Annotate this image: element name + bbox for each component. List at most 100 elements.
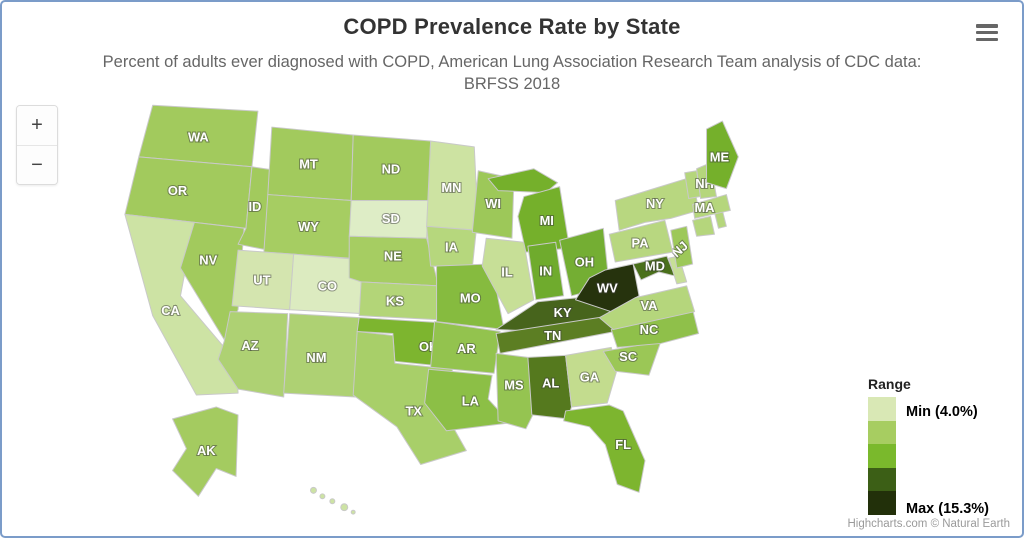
state-ND[interactable]: ND <box>350 134 432 202</box>
state-label-KS: KS <box>386 293 404 308</box>
state-shape-HI[interactable] <box>340 503 349 512</box>
state-label-SC: SC <box>619 349 637 364</box>
state-VA[interactable]: VA <box>598 285 696 331</box>
state-shape-GA[interactable] <box>565 346 618 408</box>
state-KS[interactable]: KS <box>358 281 440 321</box>
state-shape-HI[interactable] <box>310 486 317 494</box>
state-label-MD: MD <box>645 259 665 274</box>
state-IA[interactable]: IA <box>426 225 477 269</box>
state-MS[interactable]: MS <box>495 352 535 430</box>
legend-max-label: Max (15.3%) <box>906 501 990 517</box>
state-shape-AR[interactable] <box>430 321 501 374</box>
map-legend: Range Min (4.0%) Max (15.3%) <box>868 376 1020 517</box>
state-CO[interactable]: CO <box>289 253 366 315</box>
state-shape-AK[interactable] <box>172 406 239 497</box>
state-FL[interactable]: FL <box>563 404 646 493</box>
state-label-WA: WA <box>188 129 209 144</box>
state-label-AR: AR <box>457 341 476 356</box>
state-shape-ME[interactable] <box>706 120 739 190</box>
state-WA[interactable]: WA <box>138 104 259 168</box>
state-CT[interactable] <box>692 215 715 237</box>
state-shape-PA[interactable] <box>608 219 674 263</box>
state-TX[interactable]: TX <box>352 331 467 466</box>
state-AR[interactable]: AR <box>430 321 501 374</box>
legend-color-bar <box>868 397 896 515</box>
state-label-MT: MT <box>299 156 318 171</box>
state-ID[interactable]: ID <box>237 166 273 251</box>
state-MT[interactable]: MT <box>267 126 354 202</box>
state-UT[interactable]: UT <box>231 249 295 311</box>
state-label-NV: NV <box>199 253 217 268</box>
state-IN[interactable]: IN <box>527 241 565 301</box>
state-MA[interactable]: MA <box>692 194 731 219</box>
state-label-OR: OR <box>168 183 188 198</box>
state-label-WI: WI <box>485 196 501 211</box>
state-label-TN: TN <box>544 328 561 343</box>
state-label-WY: WY <box>298 219 319 234</box>
state-shape-HI[interactable] <box>329 498 336 505</box>
state-ME[interactable]: ME <box>706 120 739 190</box>
state-label-SD: SD <box>382 211 400 226</box>
state-shape-VA[interactable] <box>598 285 696 331</box>
state-shape-MA[interactable] <box>692 194 731 219</box>
state-GA[interactable]: GA <box>565 346 618 408</box>
hamburger-menu-icon[interactable] <box>976 24 998 41</box>
legend-swatch-0 <box>868 397 896 421</box>
state-MD[interactable]: MD <box>632 255 676 281</box>
state-label-NY: NY <box>646 196 664 211</box>
state-label-ID: ID <box>248 199 261 214</box>
state-AZ[interactable]: AZ <box>217 311 289 398</box>
state-WY[interactable]: WY <box>263 194 352 259</box>
state-shape-HI[interactable] <box>350 509 356 515</box>
state-shape-IN[interactable] <box>527 241 565 301</box>
state-label-IL: IL <box>501 264 513 279</box>
state-shape-HI[interactable] <box>319 493 326 500</box>
state-shape-NJ[interactable] <box>670 225 694 269</box>
legend-body: Min (4.0%) Max (15.3%) <box>868 397 1020 517</box>
state-IL[interactable]: IL <box>481 237 535 315</box>
state-label-NE: NE <box>384 249 402 264</box>
state-MN[interactable]: MN <box>426 140 479 231</box>
state-shape-CT[interactable] <box>692 215 715 237</box>
state-NC[interactable]: NC <box>610 309 700 348</box>
legend-swatch-1 <box>868 420 896 445</box>
state-label-LA: LA <box>462 394 479 409</box>
state-label-AL: AL <box>542 376 559 391</box>
state-AK[interactable]: AK <box>172 406 239 497</box>
state-MO[interactable]: MO <box>436 263 505 331</box>
state-shape-ID[interactable] <box>237 166 273 251</box>
state-shape-FL[interactable] <box>563 404 646 493</box>
state-NE[interactable]: NE <box>348 235 440 287</box>
chart-subtitle-line2: BRFSS 2018 <box>463 74 561 93</box>
state-HI[interactable] <box>310 486 356 515</box>
state-OR[interactable]: OR <box>124 156 253 229</box>
zoom-out-button[interactable]: − <box>17 145 57 184</box>
state-label-MI: MI <box>540 213 554 228</box>
state-shape-IL[interactable] <box>481 237 535 315</box>
state-shape-TX[interactable] <box>352 331 467 466</box>
state-label-CO: CO <box>318 278 337 293</box>
zoom-in-button[interactable]: + <box>17 106 57 145</box>
legend-swatch-4 <box>868 491 896 515</box>
state-label-MS: MS <box>504 378 524 393</box>
state-LA[interactable]: LA <box>424 368 511 432</box>
state-label-VA: VA <box>640 298 657 313</box>
state-SD[interactable]: SD <box>348 200 430 239</box>
state-label-MO: MO <box>460 290 481 305</box>
state-label-AZ: AZ <box>241 338 258 353</box>
state-label-UT: UT <box>253 272 270 287</box>
state-shape-AZ[interactable] <box>217 311 289 398</box>
legend-min-label: Min (4.0%) <box>906 404 978 420</box>
state-shape-MO[interactable] <box>436 263 505 331</box>
state-shape-MD[interactable] <box>632 255 676 281</box>
hamburger-bar <box>976 24 998 28</box>
state-AL[interactable]: AL <box>527 354 573 420</box>
credits-text[interactable]: Highcharts.com © Natural Earth <box>847 518 1010 530</box>
state-shape-MS[interactable] <box>495 352 535 430</box>
state-label-PA: PA <box>632 236 649 251</box>
state-PA[interactable]: PA <box>608 219 674 263</box>
state-NM[interactable]: NM <box>283 313 360 398</box>
state-shape-MI[interactable] <box>487 168 559 194</box>
